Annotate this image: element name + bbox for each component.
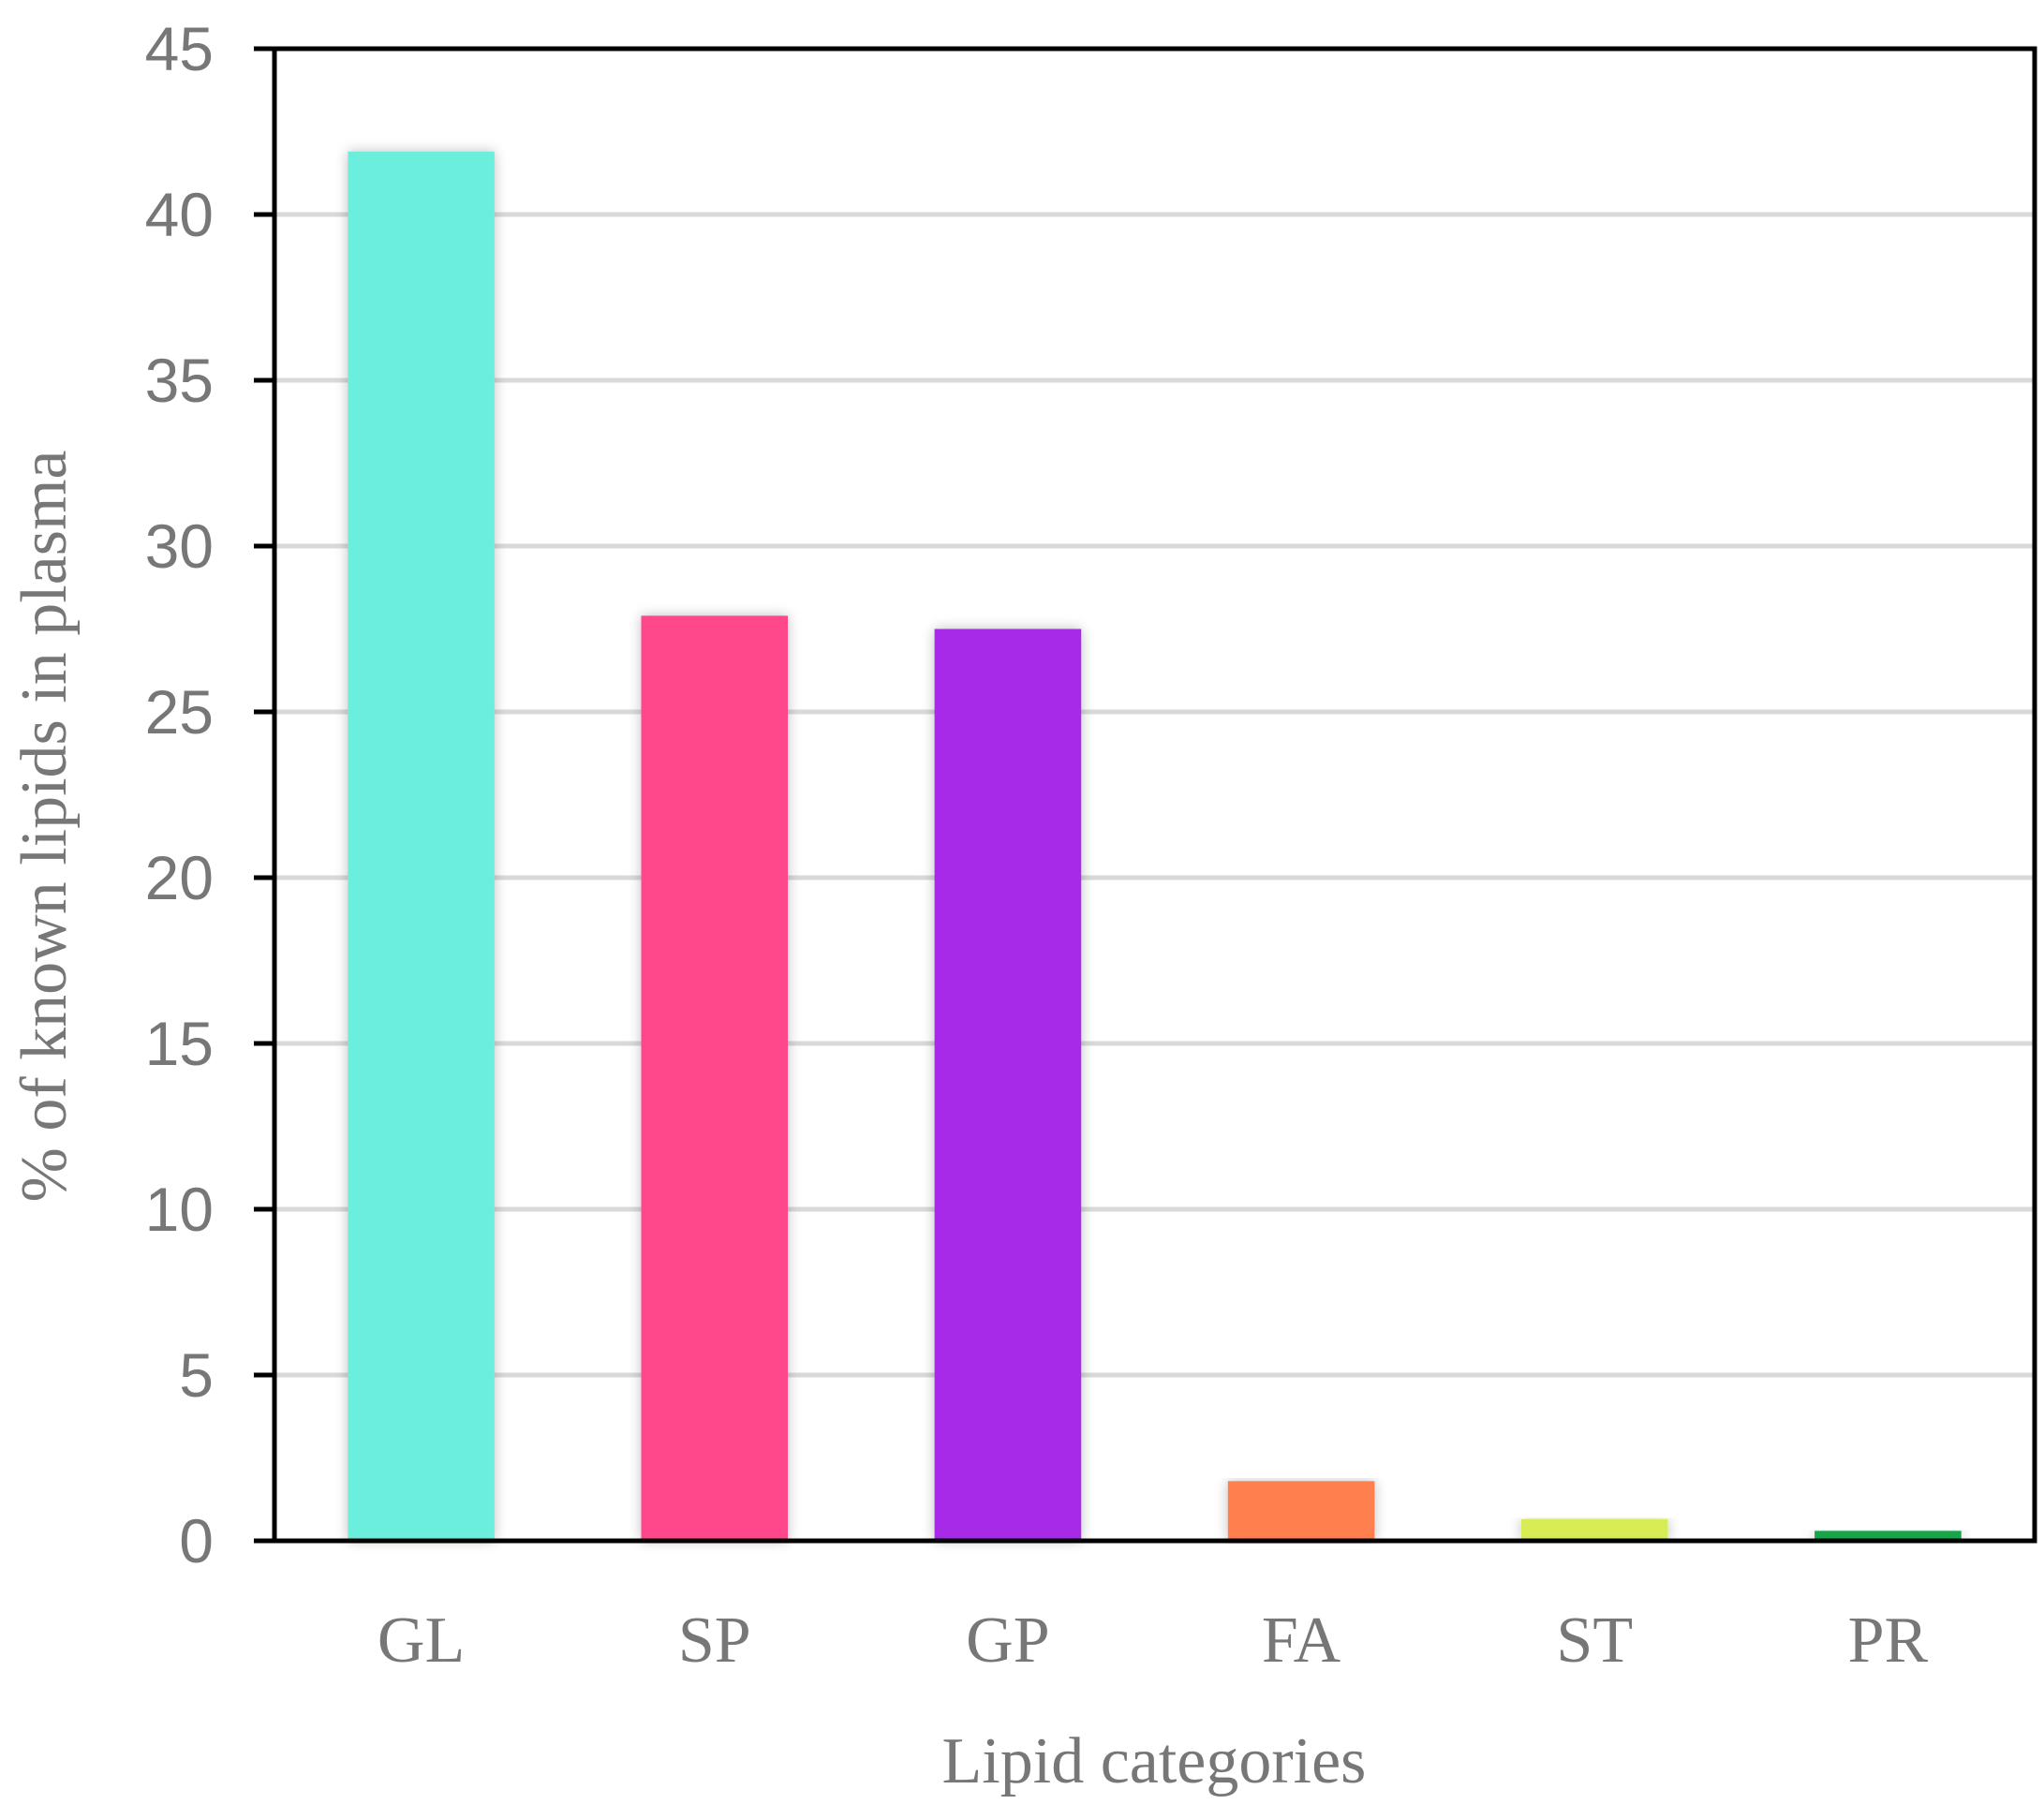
y-axis-ticks: 0 5 10 15 20 25 30 35 40 45 [145, 14, 274, 1575]
bar-pr [1814, 1531, 1962, 1541]
bar-gp [934, 629, 1082, 1541]
bar-st [1520, 1518, 1668, 1541]
category-label-gp: GP [966, 1605, 1049, 1677]
y-tick-label-25: 25 [145, 677, 214, 747]
y-tick-label-35: 35 [145, 346, 214, 415]
category-label-st: ST [1556, 1605, 1633, 1677]
x-axis-category-labels: GL SP GP FA ST PR [378, 1605, 1929, 1677]
category-label-gl: GL [378, 1605, 465, 1677]
y-tick-label-40: 40 [145, 180, 214, 249]
bar-fa [1227, 1481, 1375, 1541]
category-label-sp: SP [678, 1605, 751, 1677]
bars [348, 151, 1962, 1542]
y-tick-label-5: 5 [179, 1340, 214, 1410]
category-label-fa: FA [1262, 1605, 1341, 1677]
gridlines [274, 212, 2035, 1378]
y-tick-label-30: 30 [145, 511, 214, 581]
x-axis-title: Lipid categories [942, 1725, 1367, 1797]
y-tick-label-0: 0 [179, 1506, 214, 1575]
category-label-pr: PR [1848, 1605, 1929, 1677]
y-tick-label-20: 20 [145, 843, 214, 912]
y-tick-label-10: 10 [145, 1175, 214, 1244]
y-tick-label-15: 15 [145, 1009, 214, 1078]
y-axis-title: % of known lipids in plasma [8, 451, 81, 1203]
bar-gl [348, 151, 495, 1542]
y-tick-label-45: 45 [145, 14, 214, 83]
plot-frame [272, 46, 2037, 1544]
bar-sp [641, 615, 789, 1541]
